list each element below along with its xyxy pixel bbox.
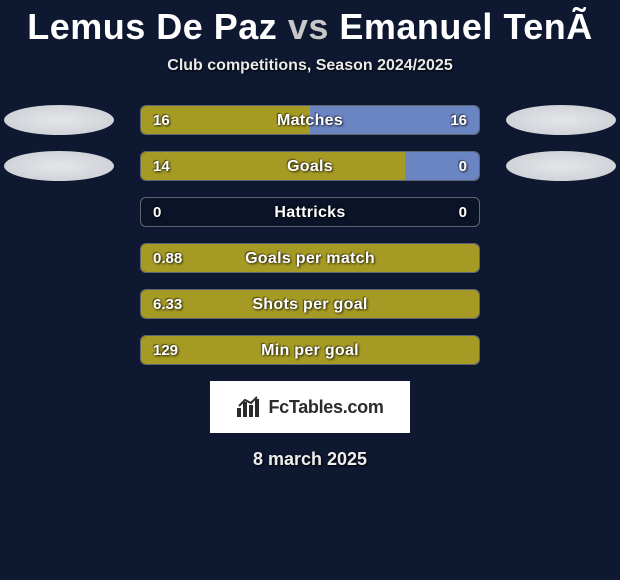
stat-row: 00Hattricks <box>0 197 620 227</box>
player2-blob <box>506 105 616 135</box>
stat-row: 129Min per goal <box>0 335 620 365</box>
date-label: 8 march 2025 <box>0 449 620 470</box>
logo-text: FcTables.com <box>268 397 383 418</box>
stat-label: Goals per match <box>141 244 479 273</box>
stat-row: 1616Matches <box>0 105 620 135</box>
vs-label: vs <box>288 6 329 47</box>
player1-name: Lemus De Paz <box>27 6 277 47</box>
stat-label: Min per goal <box>141 336 479 365</box>
stat-track: 6.33Shots per goal <box>140 289 480 319</box>
stat-label: Hattricks <box>141 198 479 227</box>
stat-label: Matches <box>141 106 479 135</box>
stat-label: Shots per goal <box>141 290 479 319</box>
player1-blob <box>4 151 114 181</box>
stats-chart: 1616Matches 140Goals 00Hattricks 0.88Goals … <box>0 105 620 365</box>
stat-label: Goals <box>141 152 479 181</box>
stat-track: 0.88Goals per match <box>140 243 480 273</box>
stat-track: 129Min per goal <box>140 335 480 365</box>
chart-icon <box>236 396 262 418</box>
stat-row: 0.88Goals per match <box>0 243 620 273</box>
page-title: Lemus De Paz vs Emanuel TenÃ <box>0 0 620 47</box>
stat-track: 140Goals <box>140 151 480 181</box>
stat-track: 00Hattricks <box>140 197 480 227</box>
logo-box: FcTables.com <box>210 381 410 433</box>
player1-blob <box>4 105 114 135</box>
stat-track: 1616Matches <box>140 105 480 135</box>
stat-row: 6.33Shots per goal <box>0 289 620 319</box>
subtitle: Club competitions, Season 2024/2025 <box>0 57 620 75</box>
stat-row: 140Goals <box>0 151 620 181</box>
player2-name: Emanuel TenÃ <box>339 6 592 47</box>
player2-blob <box>506 151 616 181</box>
